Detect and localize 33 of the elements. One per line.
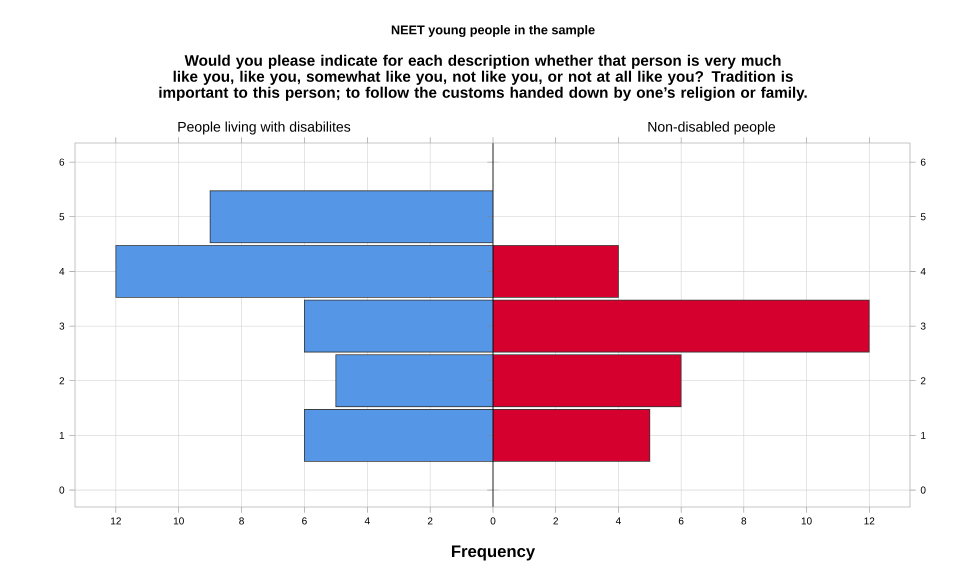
x-tick-label: 8	[741, 517, 746, 524]
y-tick-label: 0	[920, 486, 926, 494]
y-tick-label: 6	[60, 158, 64, 166]
x-tick-label: 6	[302, 517, 307, 524]
x-tick-label: 10	[174, 517, 184, 524]
x-tick-label: 12	[864, 517, 874, 524]
x-axis-title: Frequency	[452, 546, 536, 560]
x-tick-label: 8	[239, 517, 244, 524]
y-tick-label: 5	[59, 213, 64, 220]
chart-title: People living with disabilites	[178, 121, 350, 135]
text: Would you please indicate for each description whether that person is very much like you, like you, somewhat like you, not like you, or not at all like you? Tradition is important to this person; to follow the customs handed down by one’s religion or family.	[159, 54, 807, 101]
y-tick-label: 5	[920, 213, 926, 220]
y-tick-label: 3	[920, 322, 926, 330]
y-tick-label: 0	[59, 486, 64, 494]
y-tick-label: 6	[920, 158, 926, 166]
y-tick-label: 2	[60, 377, 64, 384]
x-tick-label: 2	[553, 517, 558, 524]
x-tick-label: 10	[802, 517, 812, 524]
y-tick-label: 4	[920, 268, 926, 275]
text: NEET young people in the sample	[392, 25, 595, 37]
x-tick-label: 12	[111, 517, 121, 524]
chart-title: Non-disabled people	[648, 121, 776, 135]
y-tick-label: 4	[59, 268, 64, 275]
x-tick-label: 4	[364, 517, 370, 524]
y-tick-label: 3	[59, 322, 64, 330]
y-tick-label: 2	[920, 377, 926, 384]
x-tick-label: 0	[490, 517, 496, 524]
bar	[210, 190, 494, 244]
y-tick-label: 1	[60, 432, 64, 439]
x-tick-label: 2	[428, 517, 432, 524]
x-tick-label: 6	[678, 517, 684, 524]
y-tick-label: 1	[921, 432, 926, 439]
x-tick-label: 4	[616, 517, 621, 524]
